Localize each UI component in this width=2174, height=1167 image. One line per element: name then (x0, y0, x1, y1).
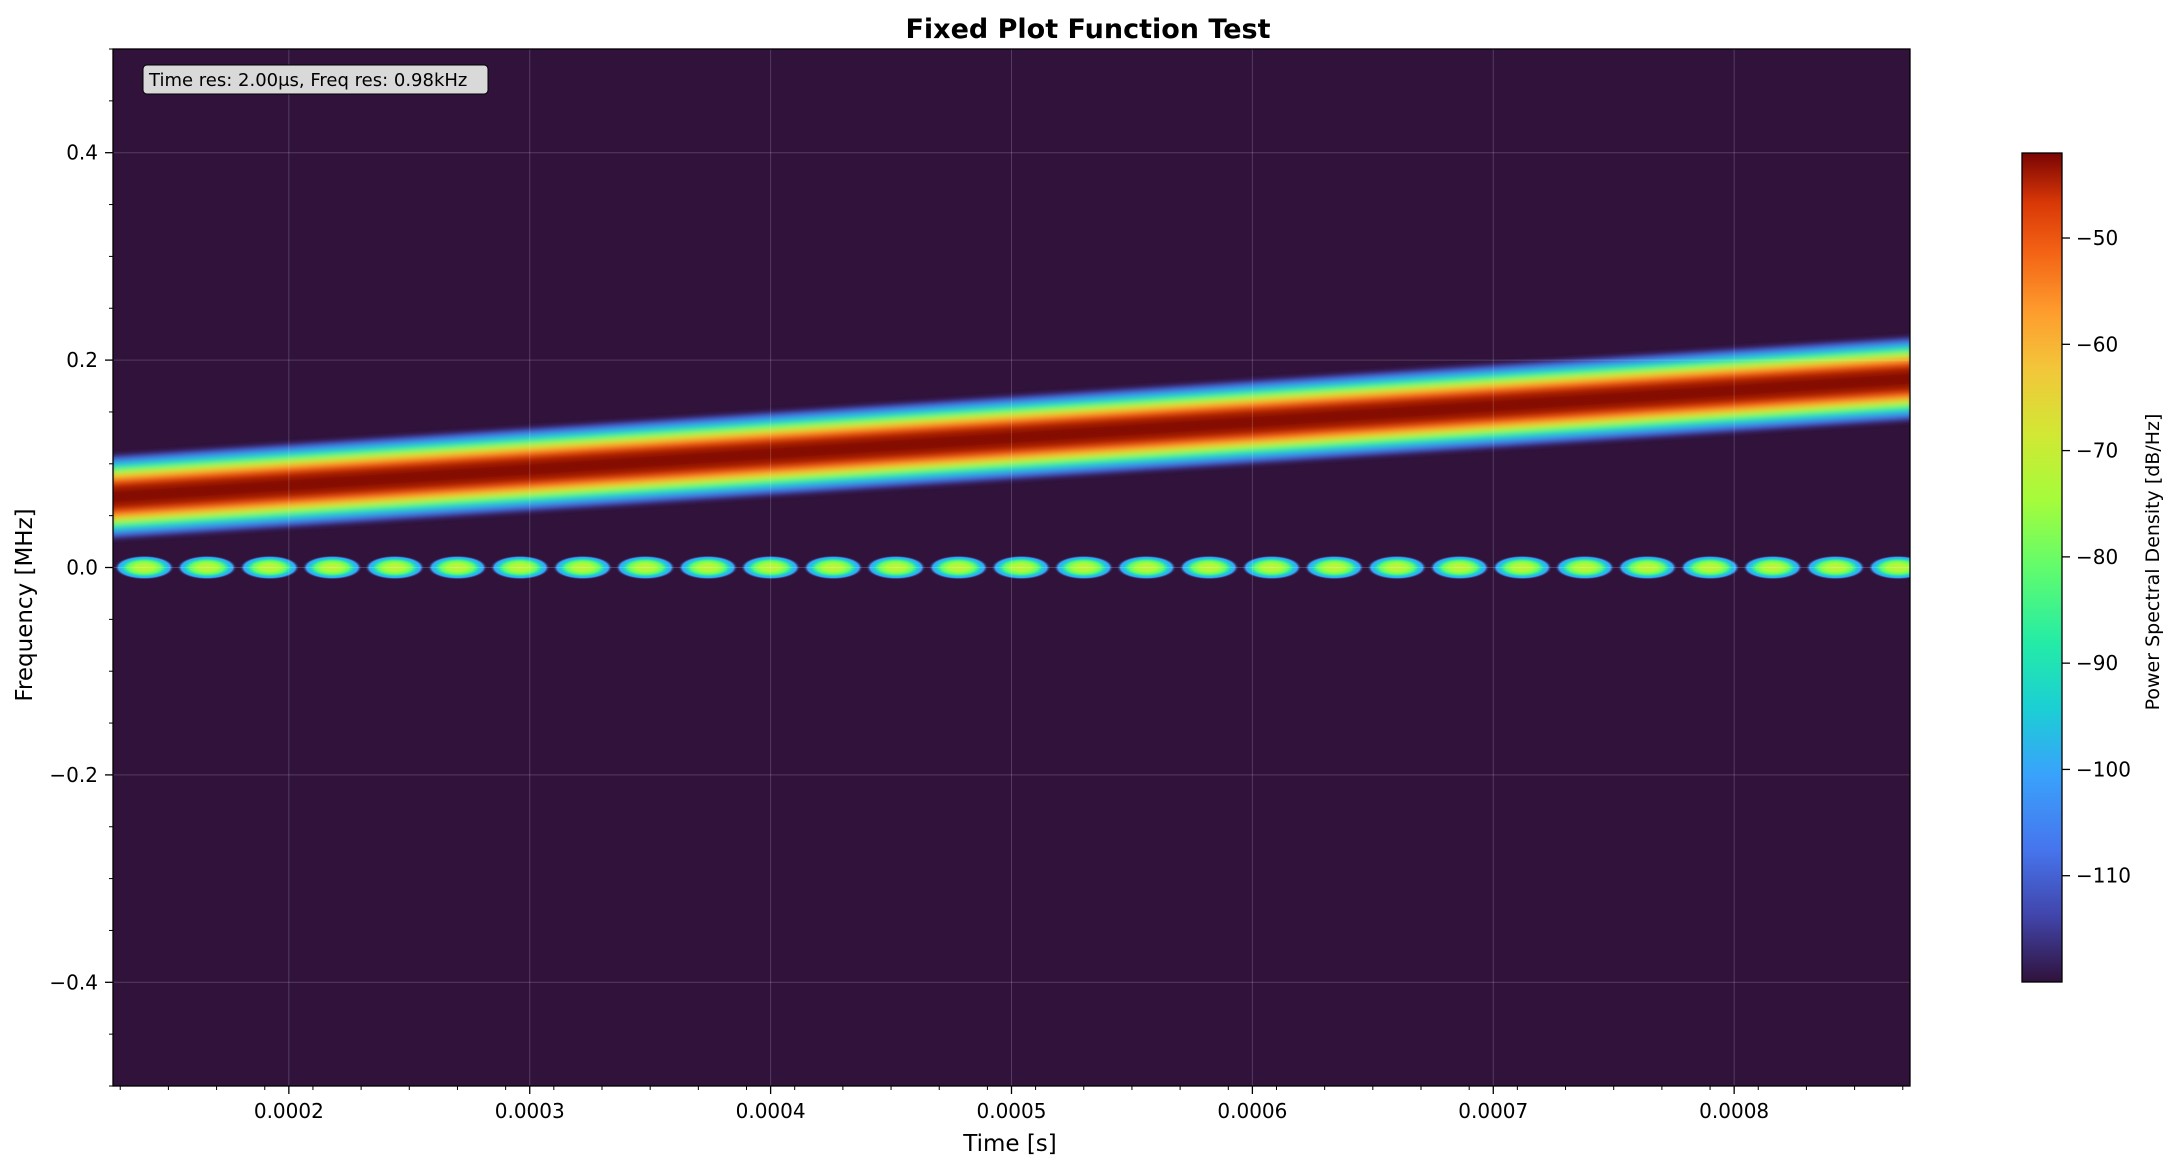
x-tick-label: 0.0006 (1217, 1099, 1287, 1123)
x-tick-label: 0.0004 (736, 1099, 806, 1123)
dc-pulse (1179, 555, 1240, 580)
dc-pulse (865, 555, 926, 580)
dc-pulse (427, 555, 488, 580)
dc-pulse (1805, 555, 1866, 580)
colorbar: −50 −60 −70 −80 −90 −100 −110 Power Spectral D… (2021, 152, 2164, 983)
info-annotation: Time res: 2.00μs, Freq res: 0.98kHz (142, 64, 489, 95)
dc-pulse (1429, 555, 1490, 580)
dc-pulse (1492, 555, 1553, 580)
x-tick-label: 0.0005 (977, 1099, 1047, 1123)
spectrogram-signals (113, 334, 1991, 580)
dc-pulse (677, 555, 738, 580)
y-tick-label: 0.0 (66, 556, 98, 580)
dc-pulse (302, 555, 363, 580)
dc-pulse (1931, 556, 1991, 580)
colorbar-label: Power Spectral Density [dB/Hz] (2142, 414, 2164, 711)
x-tick-label: 0.0003 (495, 1099, 565, 1123)
x-tick-label: 0.0002 (254, 1099, 324, 1123)
chart-title: Fixed Plot Function Test (905, 14, 1270, 45)
y-axis: −0.4 −0.2 0.0 0.2 0.4 (49, 48, 113, 1087)
dc-pulse (1617, 555, 1678, 580)
x-axis-label: Time [s] (962, 1131, 1057, 1157)
dc-pulse (1241, 555, 1302, 580)
dc-pulse (364, 555, 425, 580)
x-axis: 0.0002 0.0003 0.0004 0.0005 0.0006 0.0007 0.00… (119, 1086, 1904, 1123)
x-tick-label: 0.0007 (1458, 1099, 1528, 1123)
dc-pulse (1554, 555, 1615, 580)
colorbar-tick-label: −80 (2076, 545, 2118, 569)
colorbar-gradient (2021, 152, 2063, 983)
dc-pulse (928, 555, 989, 580)
info-annotation-text: Time res: 2.00μs, Freq res: 0.98kHz (148, 70, 467, 91)
dc-pulse (552, 555, 613, 580)
dc-pulse (1680, 555, 1741, 580)
dc-pulse (114, 555, 175, 580)
dc-pulse (490, 555, 551, 580)
colorbar-tick-label: −60 (2076, 332, 2118, 356)
dc-pulse (176, 555, 237, 580)
y-tick-label: −0.2 (49, 763, 98, 787)
colorbar-tick-label: −70 (2076, 439, 2118, 463)
dc-pulse (1366, 555, 1427, 580)
dc-pulse-train (114, 555, 1991, 580)
dc-pulse (991, 555, 1052, 580)
dc-pulse (1304, 555, 1365, 580)
colorbar-ticks: −50 −60 −70 −80 −90 −100 −110 (2062, 226, 2131, 888)
dc-pulse (1053, 555, 1114, 580)
x-tick-label: 0.0008 (1699, 1099, 1769, 1123)
dc-pulse (615, 555, 676, 580)
chirp-band-fill (113, 334, 1910, 542)
colorbar-tick-label: −50 (2076, 226, 2118, 250)
dc-pulse (239, 555, 300, 580)
dc-pulse (1867, 555, 1910, 580)
colorbar-tick-label: −90 (2076, 651, 2118, 675)
chirp-band (113, 334, 1910, 542)
y-axis-label: Frequency [MHz] (12, 508, 38, 701)
y-tick-label: −0.4 (49, 970, 98, 994)
colorbar-tick-label: −100 (2076, 757, 2131, 781)
dc-pulse (1742, 555, 1803, 580)
dc-pulse (803, 555, 864, 580)
dc-pulse (1116, 555, 1177, 580)
grid (113, 49, 1910, 1086)
dc-pulse (740, 555, 801, 580)
info-annotation-box (142, 64, 489, 95)
y-tick-label: 0.2 (66, 348, 98, 372)
colorbar-tick-label: −110 (2076, 864, 2131, 888)
y-tick-label: 0.4 (66, 141, 98, 165)
